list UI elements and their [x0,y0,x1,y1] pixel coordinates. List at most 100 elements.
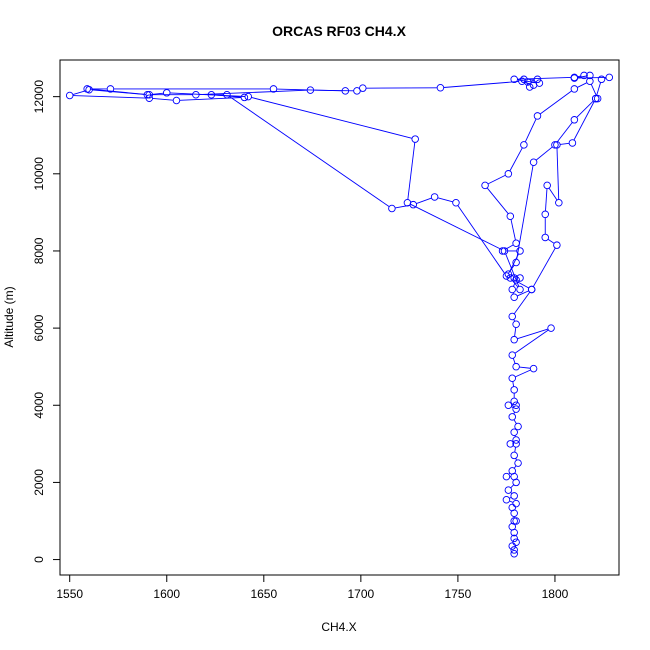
series-segment [577,75,587,79]
y-axis: 0 2000 4000 6000 8000 10000 12000 [32,80,61,563]
data-point [510,550,518,558]
data-point [586,77,594,85]
series-segment [547,238,555,244]
y-tick-label: 0 [32,556,46,563]
data-point [520,141,528,149]
series-segment [512,358,516,364]
data-point [597,75,606,84]
data-point [535,79,544,87]
data-point [163,89,171,97]
data-point [508,503,516,512]
data-point [518,77,526,85]
data-point [541,233,549,242]
series-segment [560,142,570,145]
data-point [510,386,518,394]
series-segment [229,96,390,208]
data-point [106,85,115,93]
series-segment [513,419,517,424]
series-segment [72,95,147,99]
data-point [403,198,412,207]
data-point [388,204,396,213]
series-segment [510,484,515,489]
data-point [500,247,509,255]
data-point [504,170,513,178]
data-point [504,486,513,494]
x-axis: 1550 1600 1650 1700 1750 1800 [56,574,569,601]
data-point [223,90,231,99]
data-point [570,85,579,93]
data-point [520,75,528,84]
y-tick-label: 4000 [32,392,46,419]
data-point [359,84,367,92]
series-segment [590,84,597,96]
data-point [504,401,513,410]
data-point [586,71,594,80]
data-point [508,542,516,550]
x-tick-label: 1600 [153,587,180,601]
data-point [506,212,515,220]
data-point [553,141,561,149]
data-point [506,274,515,282]
data-point [533,112,542,120]
series-segment [577,82,588,88]
data-point [510,517,518,525]
data-point [570,74,579,82]
data-point [551,141,559,149]
data-point [510,274,518,282]
series-line [72,75,607,525]
y-tick-label: 10000 [32,157,46,191]
series-segment [179,97,242,101]
data-point [498,247,507,255]
series-segment [556,148,560,200]
data-point [510,492,518,500]
series-segment [90,88,147,95]
series-segment [507,264,515,274]
series-segment [573,101,595,141]
data-point [411,135,419,143]
x-tick-label: 1700 [347,587,374,601]
series-segment [513,465,517,469]
data-point [510,428,518,437]
data-point [529,158,538,166]
data-point [547,324,555,332]
data-point [506,440,515,448]
series-segment [514,447,517,453]
data-point [510,534,518,543]
series-segment [510,219,516,241]
data-point [553,241,561,249]
series-segment [276,88,343,92]
data-point [481,181,489,190]
series-segment [535,146,553,161]
data-point [508,413,516,421]
data-point [240,93,249,102]
data-point [65,91,74,100]
data-point [516,247,524,255]
y-tick-label: 8000 [32,237,46,264]
data-point [510,546,518,554]
series-segment [517,328,549,340]
series-segment [548,187,558,201]
y-axis-label: Altitude (m) [2,286,16,347]
series-segment [539,90,572,115]
data-point [516,274,524,282]
series-segment [517,290,529,297]
data-point [512,362,520,371]
data-point [172,96,181,105]
series-segment [515,369,531,378]
data-point [508,374,516,383]
data-point [512,239,520,247]
data-point [527,285,536,294]
series-segment [407,142,416,200]
data-point [83,85,91,93]
data-point [510,335,518,344]
data-point [533,75,542,84]
series-segment [487,174,506,185]
series-segment [512,381,515,387]
chart-title: ORCAS RF03 CH4.X [272,23,406,39]
data-point [514,459,522,467]
data-point [512,320,520,329]
data-point [512,258,520,267]
series-segment [524,118,537,143]
